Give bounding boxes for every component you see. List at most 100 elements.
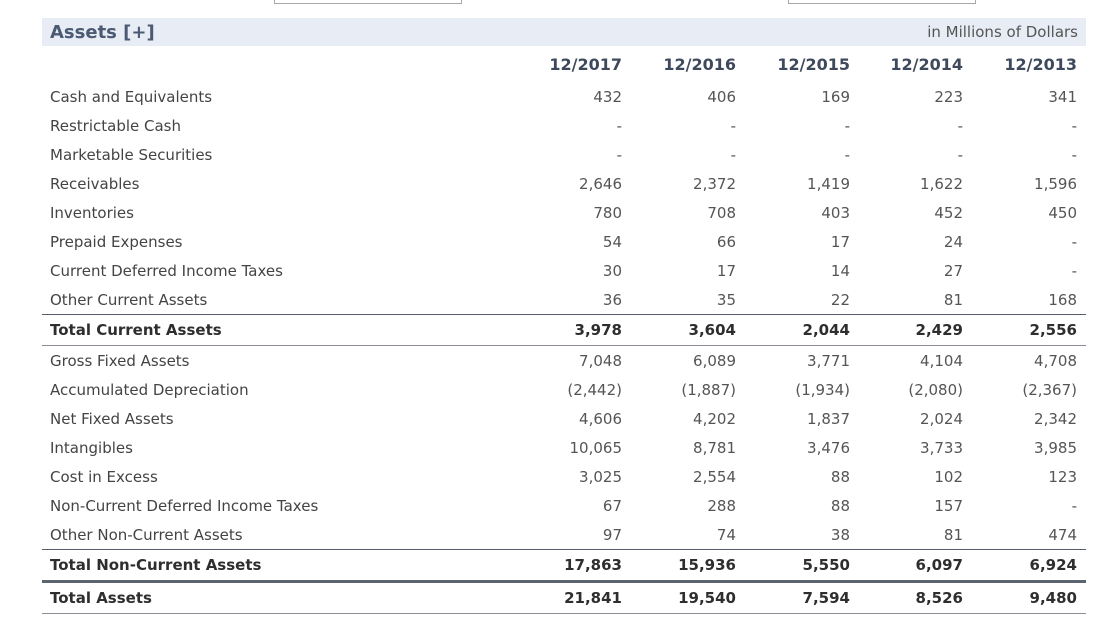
cell-value: 17 [830, 233, 850, 251]
year-header: 12/2013 [1004, 55, 1077, 74]
cell-value: 780 [593, 204, 622, 222]
cell-value: 5,550 [802, 556, 850, 574]
row-label: Receivables [50, 175, 140, 193]
cell-value: 67 [602, 497, 622, 515]
table-title-expand-toggle[interactable]: Assets [+] [50, 22, 155, 43]
row-label: Cash and Equivalents [50, 88, 213, 106]
cell-value: 6,924 [1029, 556, 1077, 574]
table-row: Restrictable Cash - - - - - [42, 111, 1086, 140]
cell-value: 3,771 [807, 352, 850, 370]
table-row: Accumulated Depreciation (2,442) (1,887)… [42, 375, 1086, 404]
row-label: Gross Fixed Assets [50, 352, 190, 370]
table-row: Prepaid Expenses 54 66 17 24 - [42, 227, 1086, 256]
table-row: Cash and Equivalents 432 406 169 223 341 [42, 82, 1086, 111]
cell-value: 403 [821, 204, 850, 222]
cell-value: 3,025 [579, 468, 622, 486]
cell-value: 4,606 [579, 410, 622, 428]
cell-value: 81 [943, 526, 963, 544]
cell-value: 102 [934, 468, 963, 486]
year-header: 12/2017 [549, 55, 622, 74]
cell-value: 35 [716, 291, 736, 309]
cell-value: - [616, 117, 622, 135]
top-selector-box-right[interactable] [788, 0, 976, 4]
table-row: Marketable Securities - - - - - [42, 140, 1086, 169]
year-header: 12/2014 [890, 55, 963, 74]
title-bar: Assets [+] in Millions of Dollars [42, 18, 1086, 46]
row-label: Total Current Assets [50, 321, 222, 339]
cell-value: 288 [707, 497, 736, 515]
cell-value: 88 [830, 468, 850, 486]
cell-value: 406 [707, 88, 736, 106]
table-row: Net Fixed Assets 4,606 4,202 1,837 2,024… [42, 404, 1086, 433]
cell-value: - [844, 117, 850, 135]
row-label: Inventories [50, 204, 134, 222]
cell-value: 450 [1048, 204, 1077, 222]
cell-value: 341 [1048, 88, 1077, 106]
cell-value: (2,080) [908, 381, 963, 399]
table-row: Non-Current Deferred Income Taxes 67 288… [42, 491, 1086, 520]
top-selector-box-left[interactable] [274, 0, 462, 4]
units-note: in Millions of Dollars [927, 23, 1078, 41]
cell-value: - [730, 146, 736, 164]
cell-value: (2,442) [567, 381, 622, 399]
cell-value: 54 [602, 233, 622, 251]
cell-value: 432 [593, 88, 622, 106]
cell-value: 708 [707, 204, 736, 222]
cell-value: 9,480 [1029, 589, 1077, 607]
table-row: Current Deferred Income Taxes 30 17 14 2… [42, 256, 1086, 285]
cell-value: 2,429 [915, 321, 963, 339]
cell-value: 17 [716, 262, 736, 280]
table-row: Gross Fixed Assets 7,048 6,089 3,771 4,1… [42, 346, 1086, 375]
total-row: Total Non-Current Assets 17,863 15,936 5… [42, 549, 1086, 580]
cell-value: 474 [1048, 526, 1077, 544]
cell-value: 4,202 [693, 410, 736, 428]
row-label: Total Non-Current Assets [50, 556, 262, 574]
cell-value: 2,342 [1034, 410, 1077, 428]
year-header: 12/2015 [777, 55, 850, 74]
cell-value: 8,781 [693, 439, 736, 457]
cell-value: - [844, 146, 850, 164]
table-row: Other Non-Current Assets 97 74 38 81 474 [42, 520, 1086, 549]
cell-value: - [730, 117, 736, 135]
cell-value: 15,936 [678, 556, 736, 574]
cell-value: 1,622 [920, 175, 963, 193]
assets-table: Assets [+] in Millions of Dollars 12/201… [42, 18, 1086, 614]
row-label: Accumulated Depreciation [50, 381, 249, 399]
cell-value: 2,372 [693, 175, 736, 193]
row-label: Non-Current Deferred Income Taxes [50, 497, 319, 515]
row-label: Restrictable Cash [50, 117, 182, 135]
table-row: Inventories 780 708 403 452 450 [42, 198, 1086, 227]
cell-value: 22 [830, 291, 850, 309]
row-label: Marketable Securities [50, 146, 213, 164]
table-row: Receivables 2,646 2,372 1,419 1,622 1,59… [42, 169, 1086, 198]
row-label: Current Deferred Income Taxes [50, 262, 283, 280]
cell-value: 66 [716, 233, 736, 251]
cell-value: 2,044 [802, 321, 850, 339]
cell-value: 38 [830, 526, 850, 544]
cell-value: 14 [830, 262, 850, 280]
cell-value: 7,594 [802, 589, 850, 607]
row-label: Other Current Assets [50, 291, 208, 309]
cell-value: 24 [943, 233, 963, 251]
table-row: Intangibles 10,065 8,781 3,476 3,733 3,9… [42, 433, 1086, 462]
cell-value: - [1071, 497, 1077, 515]
cell-value: - [1071, 233, 1077, 251]
cell-value: 452 [934, 204, 963, 222]
cell-value: - [957, 146, 963, 164]
table-row: Cost in Excess 3,025 2,554 88 102 123 [42, 462, 1086, 491]
cell-value: 1,837 [807, 410, 850, 428]
cell-value: 223 [934, 88, 963, 106]
cell-value: 88 [830, 497, 850, 515]
cell-value: 2,024 [920, 410, 963, 428]
row-label: Intangibles [50, 439, 133, 457]
cell-value: 19,540 [678, 589, 736, 607]
cell-value: 2,646 [579, 175, 622, 193]
cell-value: 3,978 [574, 321, 622, 339]
cell-value: 2,556 [1029, 321, 1077, 339]
row-label: Cost in Excess [50, 468, 158, 486]
cell-value: 1,596 [1034, 175, 1077, 193]
cell-value: (1,887) [681, 381, 736, 399]
table-row: Other Current Assets 36 35 22 81 168 [42, 285, 1086, 314]
row-label: Total Assets [50, 589, 152, 607]
cell-value: - [1071, 117, 1077, 135]
